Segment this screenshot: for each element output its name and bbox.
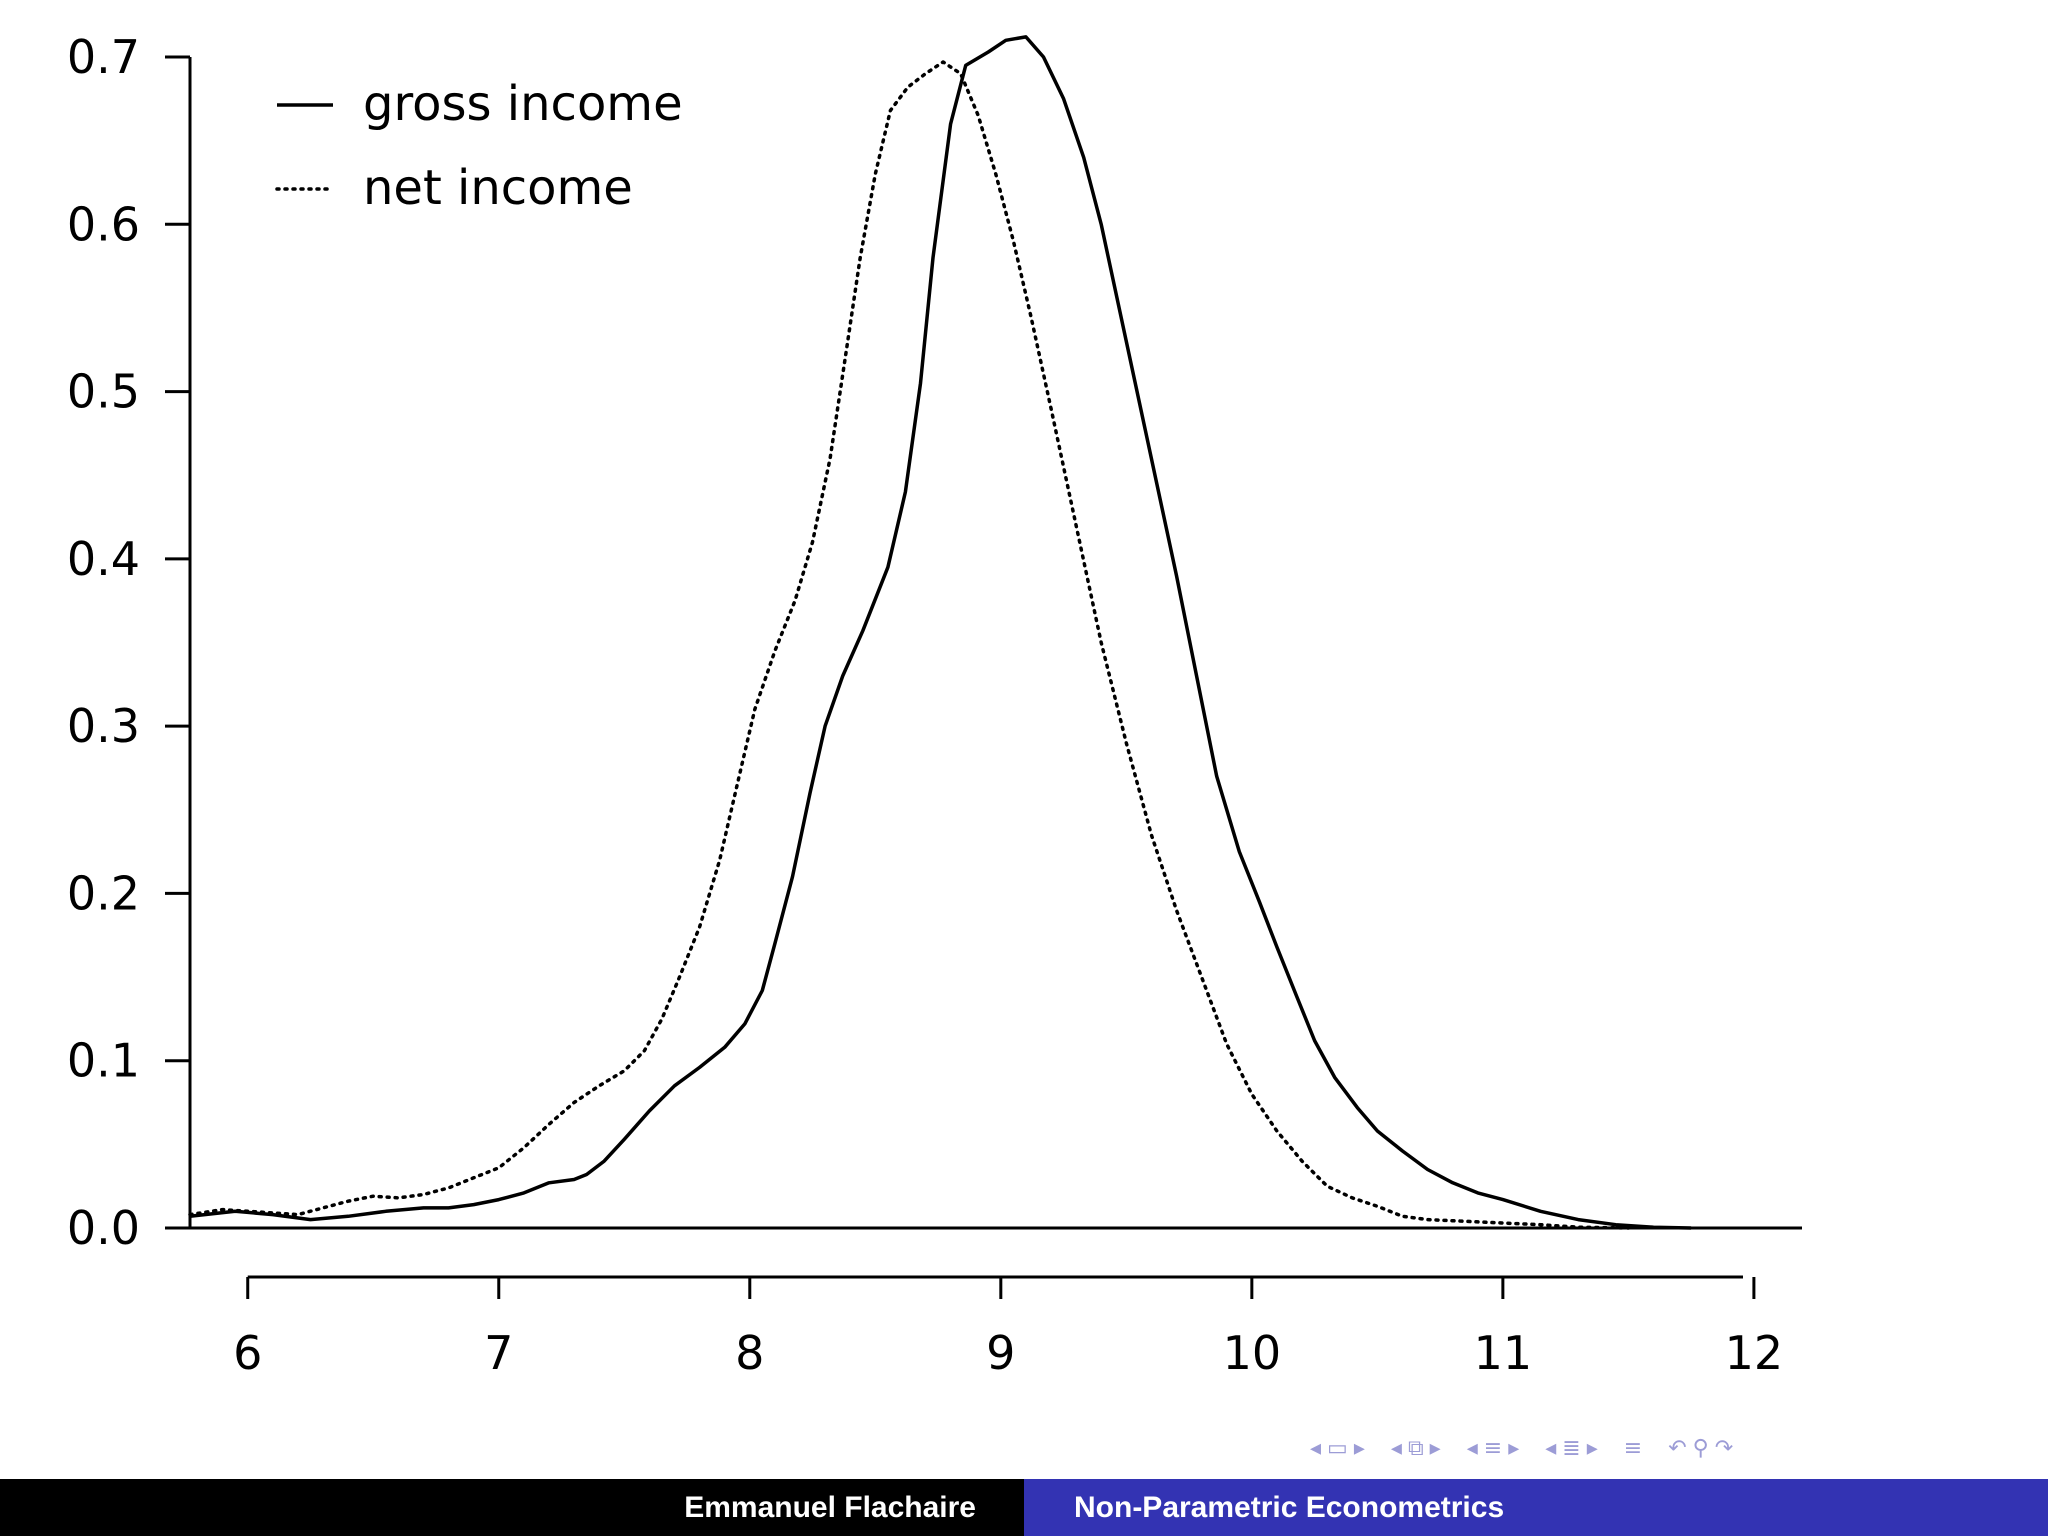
series-line-gross-income xyxy=(189,35,1692,1230)
y-tick-label: 0.3 xyxy=(67,699,140,753)
search-nav: ↶ ⚲ ↷ xyxy=(1668,1436,1733,1461)
x-tick-label: 10 xyxy=(1223,1326,1282,1380)
y-tick-label: 0.6 xyxy=(67,197,140,251)
x-tick-label: 12 xyxy=(1725,1326,1784,1380)
arrow-right-icon[interactable]: ▸ xyxy=(1586,1435,1598,1461)
density-chart: 0.0 0.1 0.2 0.3 0.4 0.5 0.6 0.7 6 7 8 9 10 11 12 gros… xyxy=(67,30,1802,1380)
footer-bar: Emmanuel Flachaire Non-Parametric Econom… xyxy=(0,1479,2048,1536)
section-icon[interactable]: ≡ xyxy=(1483,1435,1503,1461)
beamer-navigation: ◂ ▭ ▸ ◂ ⧉ ▸ ◂ ≡ ▸ ◂ ≣ ▸ ≡ ↶ ⚲ ↷ xyxy=(1310,1430,1753,1466)
series-layer xyxy=(188,35,1692,1230)
arrow-left-icon[interactable]: ◂ xyxy=(1545,1435,1557,1461)
frame-nav: ◂ ▭ ▸ xyxy=(1310,1436,1365,1461)
series-line-net-income xyxy=(188,60,1631,1230)
search-back-icon[interactable]: ↶ xyxy=(1668,1435,1687,1461)
y-axis: 0.0 0.1 0.2 0.3 0.4 0.5 0.6 0.7 xyxy=(67,30,1802,1255)
align-icon[interactable]: ≡ xyxy=(1623,1435,1643,1461)
y-tick-label: 0.7 xyxy=(67,30,140,84)
footer-author: Emmanuel Flachaire xyxy=(0,1479,1024,1536)
y-tick-label: 0.4 xyxy=(67,532,140,586)
search-icon[interactable]: ⚲ xyxy=(1692,1435,1709,1461)
section-nav: ◂ ≡ ▸ xyxy=(1467,1436,1520,1461)
legend: gross income net income xyxy=(275,76,683,216)
x-tick-label: 6 xyxy=(233,1326,262,1380)
x-tick-label: 8 xyxy=(735,1326,764,1380)
x-axis: 6 7 8 9 10 11 12 xyxy=(233,1275,1784,1380)
arrow-left-icon[interactable]: ◂ xyxy=(1390,1435,1402,1461)
arrow-left-icon[interactable]: ◂ xyxy=(1466,1435,1478,1461)
y-tick-label: 0.2 xyxy=(67,866,140,920)
arrow-right-icon[interactable]: ▸ xyxy=(1508,1435,1520,1461)
legend-label: net income xyxy=(363,160,633,216)
arrow-left-icon[interactable]: ◂ xyxy=(1310,1435,1322,1461)
search-forward-icon[interactable]: ↷ xyxy=(1714,1435,1734,1461)
x-tick-label: 7 xyxy=(484,1326,513,1380)
align-nav: ≡ xyxy=(1624,1436,1642,1461)
subsection-nav: ◂ ⧉ ▸ xyxy=(1391,1436,1441,1461)
y-tick-label: 0.0 xyxy=(67,1201,140,1255)
arrow-right-icon[interactable]: ▸ xyxy=(1353,1435,1365,1461)
subsection-icon[interactable]: ⧉ xyxy=(1407,1435,1424,1461)
arrow-right-icon[interactable]: ▸ xyxy=(1429,1435,1441,1461)
section-stack-icon[interactable]: ≣ xyxy=(1562,1435,1581,1461)
x-tick-label: 9 xyxy=(986,1326,1015,1380)
frame-icon[interactable]: ▭ xyxy=(1327,1435,1348,1461)
section-stack-nav: ◂ ≣ ▸ xyxy=(1545,1436,1598,1461)
x-tick-label: 11 xyxy=(1474,1326,1533,1380)
y-tick-label: 0.1 xyxy=(67,1034,140,1088)
legend-label: gross income xyxy=(363,76,683,132)
footer-title: Non-Parametric Econometrics xyxy=(1024,1479,2048,1536)
y-tick-label: 0.5 xyxy=(67,365,140,419)
